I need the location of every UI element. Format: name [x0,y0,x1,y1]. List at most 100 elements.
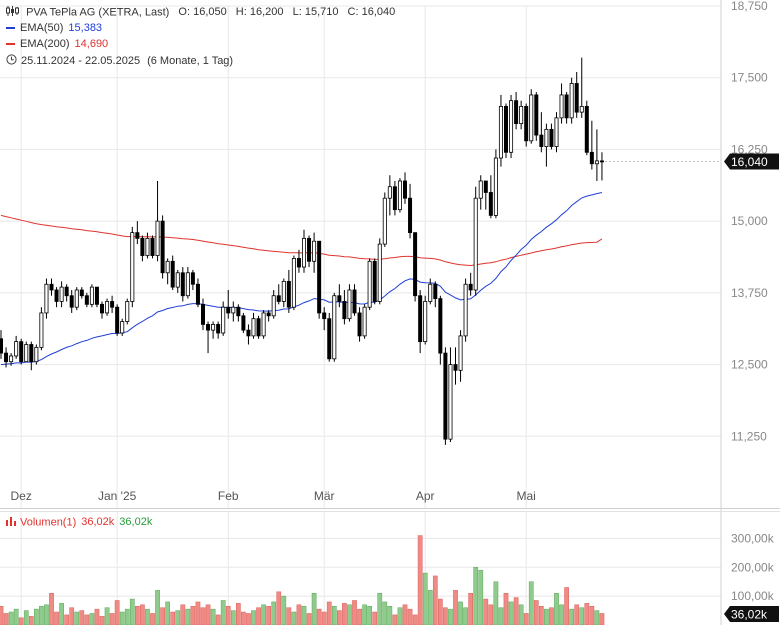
last-price-tag [724,153,779,170]
candle-up [554,117,559,147]
volume-bar-down [241,611,246,625]
candle-up [498,106,503,159]
volume-bar-down [18,617,24,625]
volume-bar-up [220,600,226,625]
volume-bar-down [402,604,408,625]
volume-bar-up [8,611,14,625]
candle-down [589,151,594,165]
volume-bar-up [458,601,463,625]
candle-up [377,243,382,302]
volume-series [0,535,605,625]
candle-up [579,106,584,113]
candle-down [413,232,418,297]
candle-up [428,283,433,302]
candle-down [195,283,200,305]
volume-bar-down [357,608,362,625]
candle-down [115,306,120,334]
ema200-value: 14,690 [74,38,109,50]
ohlc-low: L: 15,710 [292,6,339,19]
volume-bar-up [89,613,95,625]
volume-bar-up [463,607,468,625]
volume-bar-up [119,611,125,625]
candle-down [453,364,458,371]
volume-bar-up [59,603,64,625]
candle-down [503,106,508,153]
volume-bar-up [271,601,277,625]
volume-bar-down [266,605,271,625]
candle-down [483,180,488,193]
candle-down [206,324,211,331]
volume-bar-up [554,593,559,625]
legend-ema50[interactable]: EMA(50) 15,383 [6,22,102,34]
volume-bar-up [422,572,428,625]
volume-bar-down [3,613,9,625]
candle-down [402,180,407,199]
volume-bar-down [205,604,211,625]
candle-down [276,295,281,302]
candle-up [559,94,564,119]
volume-bar-down [432,575,438,625]
candle-down [524,106,529,142]
ema200-swatch [6,43,15,46]
legend-volume[interactable]: Volumen(1) 36,02k 36,02k [6,516,152,529]
price-tick-label: 13,750 [731,286,768,300]
candle-up [347,289,352,320]
candle-down [372,260,377,302]
candle-down [337,295,342,302]
candle-up [59,286,64,302]
volume-bar-down [321,611,327,625]
candle-down [64,286,69,297]
volume-value-red: 36,02k [81,516,115,529]
candle-down [599,160,604,163]
candle-up [594,160,599,165]
candle-down [100,303,105,314]
volume-bar-down [84,614,90,625]
candle-down [549,128,554,147]
volume-bar-down [180,604,186,625]
candle-up [145,237,150,256]
last-volume-label: 36,02k [731,608,768,622]
volume-bar-down [589,605,595,625]
candle-down [564,94,569,119]
candle-up [301,237,306,268]
candle-down [140,237,145,256]
volume-bar-up [185,608,191,625]
candle-down [296,258,301,268]
legend-ema200[interactable]: EMA(200) 14,690 [6,38,108,50]
ema200-label: EMA(200) [20,38,70,50]
candle-down [418,295,423,343]
volume-bar-down [549,607,554,625]
volume-bar-up [508,601,514,625]
candle-down [327,318,332,360]
volume-bar-up [498,607,504,625]
volume-bar-up [124,608,130,625]
volume-bar-down [246,613,251,625]
volume-bar-up [367,605,372,625]
volume-bar-up [387,605,393,625]
volume-bar-up [594,610,600,625]
volume-bar-down [200,607,206,625]
volume-bar-up [165,601,171,625]
ohlc-high: H: 16,200 [235,6,284,19]
volume-bar-up [145,608,150,625]
candle-down [342,301,347,320]
price-tick-label: 17,500 [731,71,768,85]
candle-down [190,272,195,285]
candle-up [362,306,367,337]
volume-bar-down [438,598,443,625]
volume-bar-up [311,593,317,625]
legend-date-range[interactable]: 25.11.2024 - 22.05.2025 (6 Monate, 1 Tag) [6,54,233,68]
candle-up [125,301,130,322]
candle-up [175,272,180,288]
candle-up [251,318,256,337]
price-tick-label: 12,500 [731,358,768,372]
candle-down [135,232,140,239]
volume-bar-down [236,603,241,625]
range-detail: (6 Monate, 1 Tag) [147,54,234,67]
instrument-title: PVA TePla AG (XETRA, Last) [26,6,170,19]
volume-bar-down [306,613,312,625]
candle-up [544,128,549,147]
